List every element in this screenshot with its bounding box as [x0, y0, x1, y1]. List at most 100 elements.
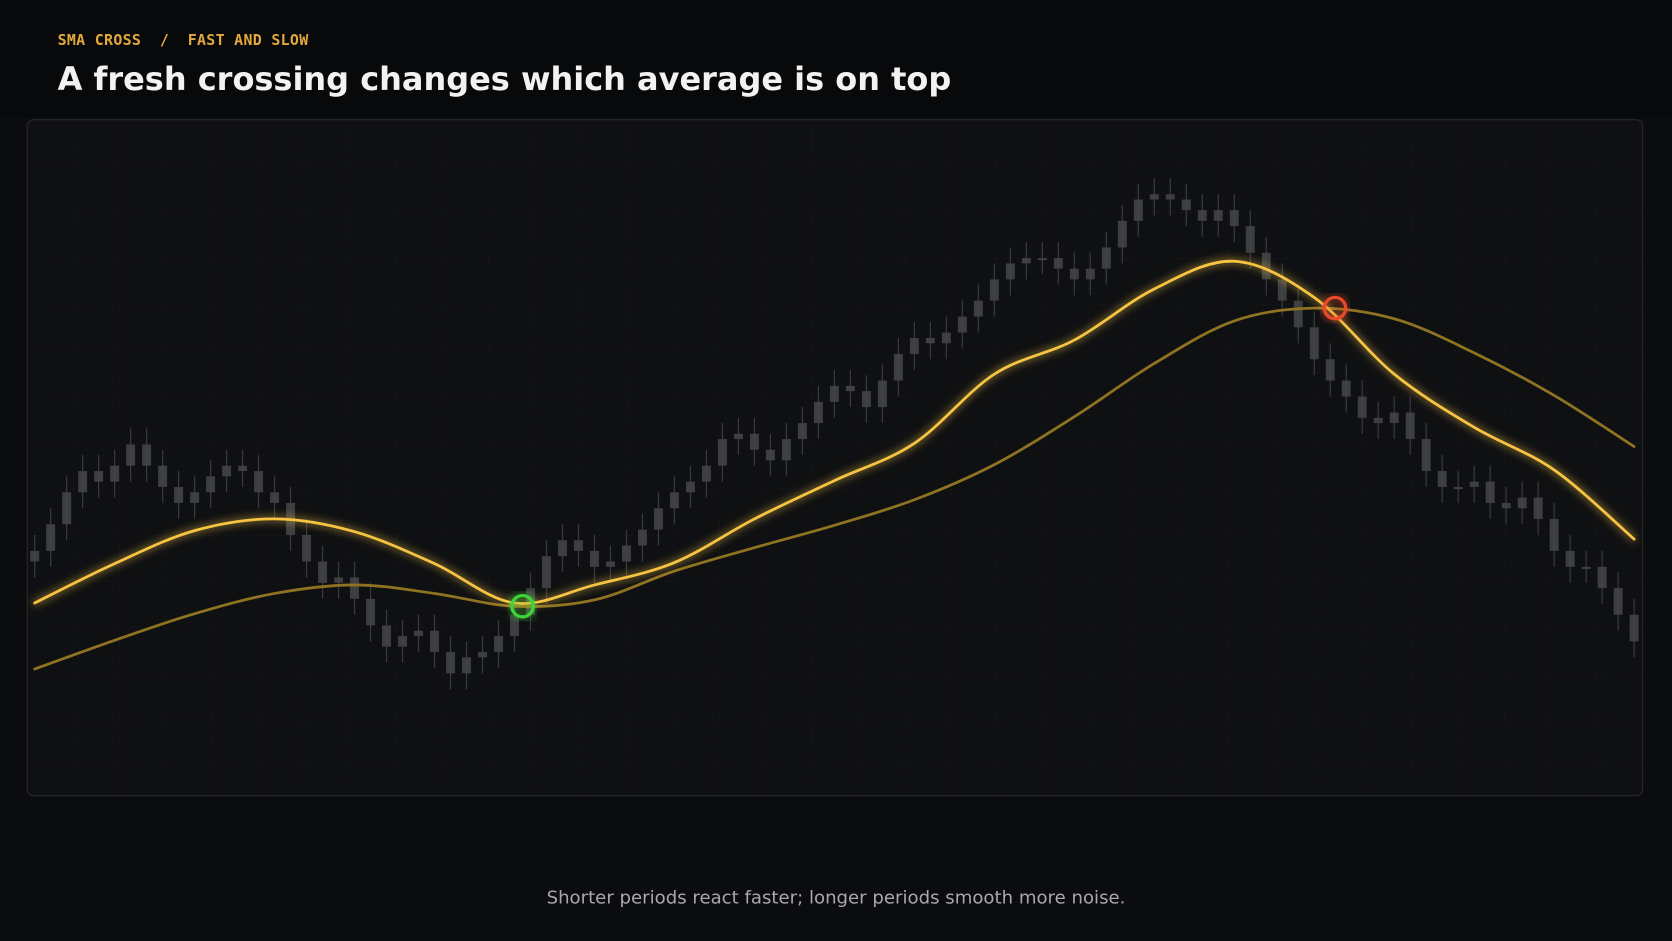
- candle-body: [781, 439, 791, 461]
- candle-body: [462, 657, 471, 674]
- candle-body: [1421, 439, 1431, 472]
- candle-body: [542, 556, 551, 589]
- candle-body: [446, 652, 456, 674]
- candle-body: [893, 353, 903, 381]
- caption: Shorter periods react faster; longer per…: [547, 887, 1126, 908]
- candle-body: [1293, 300, 1303, 328]
- candle-body: [717, 439, 727, 466]
- candle-body: [701, 465, 711, 482]
- candle-body: [1389, 412, 1399, 424]
- candle-body: [1005, 263, 1015, 280]
- crossing-marker: [510, 593, 535, 619]
- candle-body: [398, 636, 408, 647]
- candle-body: [190, 492, 200, 503]
- header-band: [0, 0, 1672, 118]
- plot-area: [30, 178, 1639, 690]
- candle-body: [1229, 210, 1239, 227]
- candle-body: [334, 577, 344, 583]
- candle-body: [1581, 566, 1591, 569]
- candle-body: [1133, 199, 1143, 221]
- candle-body: [494, 636, 503, 653]
- candle-body: [861, 391, 871, 408]
- candle-body: [254, 471, 264, 493]
- candle-body: [206, 476, 216, 493]
- chart-title: A fresh crossing changes which average i…: [58, 60, 952, 98]
- candle-body: [1437, 471, 1447, 487]
- candle-body: [637, 529, 647, 546]
- sma-line: [33, 306, 1636, 671]
- candle-body: [62, 492, 72, 525]
- candle-body: [1069, 268, 1079, 280]
- candle-body: [1373, 417, 1383, 424]
- candle-body: [30, 550, 40, 562]
- candle-body: [1533, 497, 1543, 519]
- candle-body: [1037, 258, 1047, 261]
- candle-body: [1117, 220, 1127, 248]
- candle-body: [350, 577, 360, 599]
- crossing-marker: [1322, 295, 1348, 321]
- candle-body: [558, 540, 567, 557]
- candle-body: [366, 598, 376, 626]
- candle-body: [765, 449, 775, 461]
- candle-body: [222, 465, 232, 477]
- candle-body: [813, 401, 823, 424]
- candle-body: [1053, 258, 1063, 269]
- candle-body: [302, 534, 312, 562]
- candle-body: [1149, 194, 1159, 200]
- eyebrow: SMA CROSS / FAST AND SLOW: [58, 31, 309, 49]
- candle-body: [1405, 412, 1415, 440]
- candle-body: [1469, 481, 1479, 487]
- candle-body: [110, 465, 120, 482]
- candle-body: [621, 545, 631, 562]
- candle-body: [174, 486, 184, 503]
- sma-line: [33, 259, 1636, 605]
- candle-body: [989, 279, 999, 301]
- candle-body: [158, 465, 168, 487]
- candle-body: [973, 300, 983, 317]
- candle-body: [1101, 247, 1111, 269]
- candle-body: [589, 550, 599, 567]
- candle-body: [126, 444, 136, 466]
- candle-body: [1309, 327, 1319, 360]
- candle-body: [238, 465, 248, 472]
- candle-body: [653, 508, 663, 530]
- candle-body: [1453, 486, 1463, 490]
- candle-body: [1549, 518, 1559, 551]
- candle-body: [1613, 588, 1623, 615]
- candle-body: [605, 561, 615, 567]
- candle-body: [382, 625, 392, 647]
- candle-body: [1325, 359, 1335, 381]
- candle-body: [909, 337, 919, 354]
- candle-body: [1085, 268, 1095, 280]
- candle-body: [957, 316, 967, 333]
- candle-body: [142, 444, 152, 466]
- candle-body: [1357, 396, 1367, 418]
- candle-body: [669, 492, 679, 509]
- candle-body: [1197, 210, 1207, 221]
- candle-body: [1261, 252, 1271, 280]
- candle-body: [1021, 258, 1031, 264]
- candle-body: [1213, 210, 1223, 221]
- candle-body: [510, 614, 519, 637]
- candle-body: [829, 385, 839, 402]
- candle-body: [1485, 481, 1495, 503]
- candle-body: [46, 524, 56, 551]
- candle-body: [1245, 226, 1255, 253]
- candle-body: [685, 481, 695, 493]
- candle-body: [749, 433, 759, 450]
- candle-body: [1517, 497, 1527, 509]
- candle-body: [1341, 380, 1351, 397]
- candle-body: [430, 630, 440, 653]
- candle-body: [318, 561, 328, 583]
- grid: [27, 119, 1643, 796]
- candle-body: [1277, 279, 1287, 301]
- candle-body: [574, 540, 583, 551]
- candle-body: [414, 630, 424, 637]
- candle-body: [941, 332, 951, 344]
- candle-body: [1501, 502, 1511, 509]
- candle-body: [78, 471, 88, 493]
- candle-body: [1181, 199, 1191, 211]
- candle-body: [845, 385, 855, 392]
